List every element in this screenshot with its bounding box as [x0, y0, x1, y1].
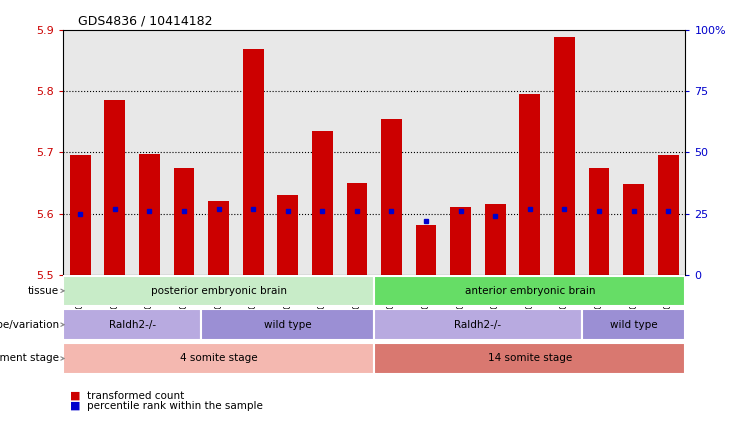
Text: ■: ■	[70, 390, 81, 401]
Bar	[519, 94, 540, 275]
Text: Raldh2-/-: Raldh2-/-	[109, 320, 156, 330]
Bar	[485, 204, 505, 275]
Bar	[658, 155, 679, 275]
Text: transformed count: transformed count	[87, 390, 184, 401]
Bar	[208, 201, 229, 275]
Bar	[623, 184, 644, 275]
Text: percentile rank within the sample: percentile rank within the sample	[87, 401, 262, 411]
Bar	[588, 168, 609, 275]
Bar	[243, 49, 264, 275]
Bar	[63, 343, 374, 374]
Bar	[554, 37, 575, 275]
Bar	[374, 310, 582, 340]
Text: 14 somite stage: 14 somite stage	[488, 354, 572, 363]
Bar	[416, 225, 436, 275]
Text: Raldh2-/-: Raldh2-/-	[454, 320, 502, 330]
Bar	[347, 183, 368, 275]
Text: tissue: tissue	[28, 286, 59, 296]
Bar	[104, 100, 125, 275]
Bar	[374, 343, 685, 374]
Text: posterior embryonic brain: posterior embryonic brain	[150, 286, 287, 296]
Bar	[63, 276, 374, 306]
Bar	[277, 195, 298, 275]
Text: genotype/variation: genotype/variation	[0, 320, 59, 330]
Bar	[70, 155, 90, 275]
Text: GDS4836 / 10414182: GDS4836 / 10414182	[78, 14, 213, 27]
Text: 4 somite stage: 4 somite stage	[180, 354, 257, 363]
Text: wild type: wild type	[610, 320, 657, 330]
Bar	[582, 310, 685, 340]
Bar	[451, 207, 471, 275]
Text: ■: ■	[70, 401, 81, 411]
Text: wild type: wild type	[264, 320, 311, 330]
Bar	[381, 118, 402, 275]
Bar	[139, 154, 160, 275]
Bar	[173, 168, 194, 275]
Bar	[202, 310, 374, 340]
Text: development stage: development stage	[0, 354, 59, 363]
Bar	[312, 131, 333, 275]
Bar	[63, 310, 202, 340]
Bar	[374, 276, 685, 306]
Text: anterior embryonic brain: anterior embryonic brain	[465, 286, 595, 296]
